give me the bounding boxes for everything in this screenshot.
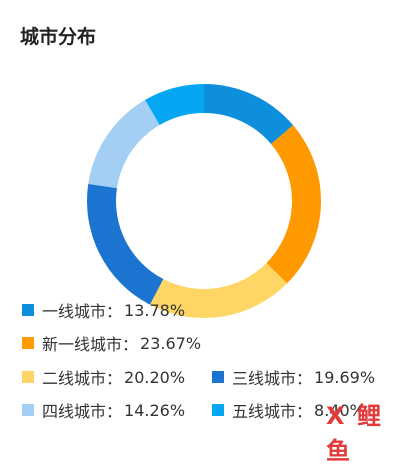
donut-slice-tier1: [204, 84, 294, 144]
legend-item-new-tier1: 新一线城市 ： 23.67%: [22, 333, 202, 354]
watermark-glyph: 鲤: [356, 402, 383, 430]
legend-value-tier2: 20.20%: [124, 367, 186, 387]
legend-separator: ：: [106, 369, 123, 388]
legend-value-tier1: 13.78%: [124, 300, 186, 320]
legend-swatch-tier5: [212, 404, 224, 416]
legend-label-new-tier1: 新一线城市: [42, 335, 123, 354]
legend-value-tier3: 19.69%: [314, 367, 376, 387]
legend-swatch-tier4: [22, 404, 34, 416]
legend-swatch-new-tier1: [22, 337, 34, 349]
donut-slice-tier2: [149, 263, 287, 319]
legend-separator: ：: [106, 302, 123, 321]
watermark-glyph: X: [326, 402, 347, 430]
legend-item-tier1: 一线城市 ： 13.78%: [22, 300, 186, 321]
legend-item-tier2: 二线城市 ： 20.20%: [22, 367, 186, 388]
donut-slices: [87, 84, 321, 319]
legend-label-tier1: 一线城市: [42, 302, 107, 321]
legend-label-tier3: 三线城市: [232, 369, 297, 388]
legend-item-tier5: 五线城市 ： 8.40%: [212, 400, 365, 421]
donut-chart: [87, 84, 321, 319]
legend-label-tier2: 二线城市: [42, 369, 107, 388]
legend-swatch-tier1: [22, 304, 34, 316]
donut-slice-tier4: [88, 99, 160, 189]
legend-separator: ：: [296, 402, 313, 421]
donut-slice-tier5: [145, 84, 204, 125]
legend-separator: ：: [106, 402, 123, 421]
legend-separator: ：: [122, 335, 139, 354]
watermark-glyph: 鱼: [326, 437, 352, 465]
chart-title: 城市分布: [20, 26, 97, 48]
legend-swatch-tier2: [22, 371, 34, 383]
legend-label-tier5: 五线城市: [232, 402, 297, 421]
legend-label-tier4: 四线城市: [42, 402, 107, 421]
legend-value-tier5: 8.40%: [314, 400, 365, 420]
legend-item-tier3: 三线城市 ： 19.69%: [212, 367, 376, 388]
donut-slice-new-tier1: [266, 125, 321, 284]
donut-slice-tier3: [87, 183, 164, 305]
legend-separator: ：: [296, 369, 313, 388]
legend-value-tier4: 14.26%: [124, 400, 186, 420]
watermark-logo: X 鲤 鱼: [326, 396, 410, 466]
legend-item-tier4: 四线城市 ： 14.26%: [22, 400, 186, 421]
legend-value-new-tier1: 23.67%: [140, 333, 202, 353]
legend-swatch-tier3: [212, 371, 224, 383]
